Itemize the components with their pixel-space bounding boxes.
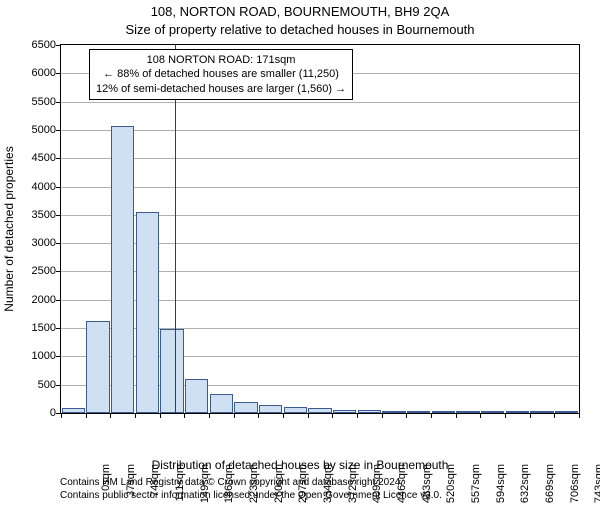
histogram-bar bbox=[86, 321, 109, 413]
x-tick-mark bbox=[283, 413, 284, 418]
chart-container: 108, NORTON ROAD, BOURNEMOUTH, BH9 2QA S… bbox=[0, 0, 600, 500]
histogram-bar bbox=[160, 329, 183, 413]
x-tick-mark bbox=[86, 413, 87, 418]
y-tick-label: 2500 bbox=[16, 265, 56, 277]
histogram-bar bbox=[210, 394, 233, 413]
grid-line bbox=[61, 102, 579, 103]
x-tick-mark bbox=[505, 413, 506, 418]
histogram-bar bbox=[308, 408, 331, 413]
marker-line bbox=[175, 45, 176, 413]
x-tick-mark bbox=[110, 413, 111, 418]
y-tick-mark bbox=[56, 187, 61, 188]
x-tick-mark bbox=[234, 413, 235, 418]
x-axis-label: Distribution of detached houses by size … bbox=[0, 458, 600, 472]
x-tick-mark bbox=[579, 413, 580, 418]
y-tick-mark bbox=[56, 158, 61, 159]
footer-text: Contains HM Land Registry data © Crown c… bbox=[60, 476, 442, 502]
y-tick-mark bbox=[56, 45, 61, 46]
y-tick-label: 1000 bbox=[16, 350, 56, 362]
grid-line bbox=[61, 187, 579, 188]
y-tick-mark bbox=[56, 130, 61, 131]
y-tick-label: 3000 bbox=[16, 237, 56, 249]
y-tick-label: 5500 bbox=[16, 96, 56, 108]
grid-line bbox=[61, 158, 579, 159]
histogram-bar bbox=[506, 411, 529, 413]
histogram-bar bbox=[185, 379, 208, 413]
x-tick-mark bbox=[382, 413, 383, 418]
footer-line-1: Contains HM Land Registry data © Crown c… bbox=[60, 476, 442, 489]
y-tick-mark bbox=[56, 243, 61, 244]
x-tick-mark bbox=[357, 413, 358, 418]
histogram-bar bbox=[284, 407, 307, 413]
footer-line-2: Contains public sector information licen… bbox=[60, 489, 442, 502]
histogram-bar bbox=[234, 402, 257, 413]
plot-area: 108 NORTON ROAD: 171sqm← 88% of detached… bbox=[60, 44, 580, 414]
y-tick-mark bbox=[56, 385, 61, 386]
histogram-bar bbox=[259, 405, 282, 413]
x-tick-mark bbox=[332, 413, 333, 418]
x-tick-mark bbox=[431, 413, 432, 418]
y-tick-label: 4500 bbox=[16, 152, 56, 164]
x-tick-mark bbox=[308, 413, 309, 418]
info-line-3: 12% of semi-detached houses are larger (… bbox=[96, 82, 346, 96]
histogram-bar bbox=[62, 408, 85, 413]
y-tick-label: 5000 bbox=[16, 124, 56, 136]
x-tick-mark bbox=[456, 413, 457, 418]
x-tick-mark bbox=[135, 413, 136, 418]
x-tick-mark bbox=[61, 413, 62, 418]
histogram-bar bbox=[555, 411, 578, 413]
histogram-bar bbox=[456, 411, 479, 413]
x-tick-mark bbox=[184, 413, 185, 418]
x-tick-mark bbox=[160, 413, 161, 418]
y-tick-label: 2000 bbox=[16, 294, 56, 306]
y-tick-mark bbox=[56, 73, 61, 74]
y-tick-label: 0 bbox=[16, 407, 56, 419]
histogram-bar bbox=[136, 212, 159, 413]
y-tick-mark bbox=[56, 328, 61, 329]
histogram-bar bbox=[382, 411, 405, 413]
x-tick-mark bbox=[480, 413, 481, 418]
y-tick-label: 3500 bbox=[16, 209, 56, 221]
histogram-bar bbox=[358, 410, 381, 413]
y-tick-mark bbox=[56, 271, 61, 272]
info-line-1: 108 NORTON ROAD: 171sqm bbox=[96, 53, 346, 67]
y-tick-label: 1500 bbox=[16, 322, 56, 334]
histogram-bar bbox=[481, 411, 504, 413]
y-tick-mark bbox=[56, 215, 61, 216]
x-tick-mark bbox=[554, 413, 555, 418]
chart-subtitle: Size of property relative to detached ho… bbox=[0, 22, 600, 37]
x-tick-mark bbox=[258, 413, 259, 418]
x-tick-mark bbox=[406, 413, 407, 418]
y-tick-label: 6000 bbox=[16, 67, 56, 79]
y-tick-label: 6500 bbox=[16, 39, 56, 51]
chart-title: 108, NORTON ROAD, BOURNEMOUTH, BH9 2QA bbox=[0, 4, 600, 19]
histogram-bar bbox=[530, 411, 553, 413]
histogram-bar bbox=[111, 126, 134, 413]
histogram-bar bbox=[407, 411, 430, 413]
grid-line bbox=[61, 130, 579, 131]
y-tick-label: 500 bbox=[16, 379, 56, 391]
x-tick-mark bbox=[209, 413, 210, 418]
y-tick-label: 4000 bbox=[16, 181, 56, 193]
marker-info-box: 108 NORTON ROAD: 171sqm← 88% of detached… bbox=[89, 49, 353, 100]
info-line-2: ← 88% of detached houses are smaller (11… bbox=[96, 67, 346, 81]
y-tick-mark bbox=[56, 102, 61, 103]
histogram-bar bbox=[333, 410, 356, 413]
x-tick-mark bbox=[530, 413, 531, 418]
y-tick-mark bbox=[56, 300, 61, 301]
y-tick-mark bbox=[56, 356, 61, 357]
histogram-bar bbox=[432, 411, 455, 413]
